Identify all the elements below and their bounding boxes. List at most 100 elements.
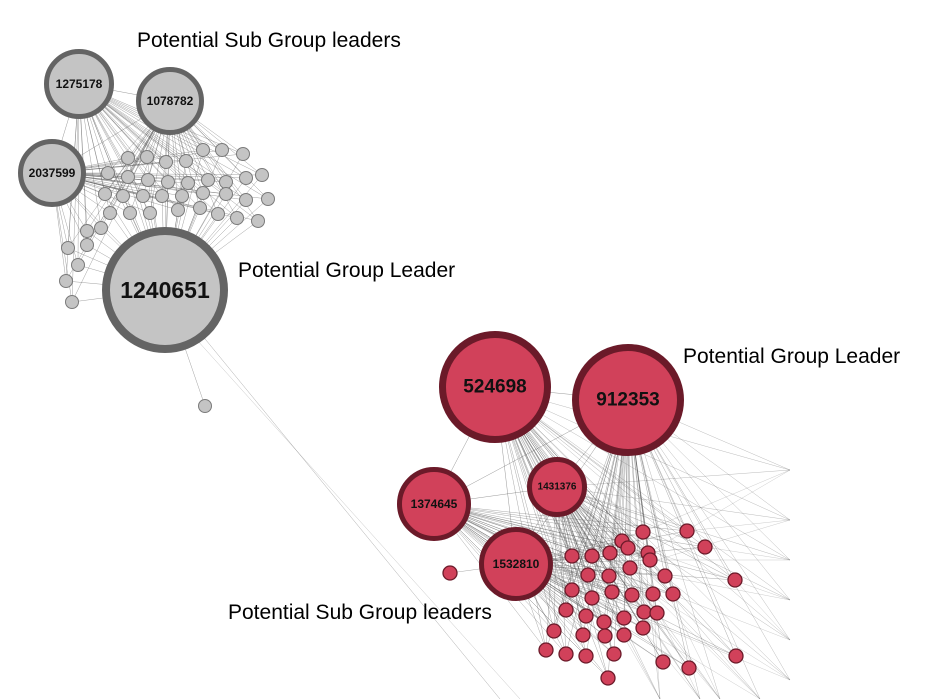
leader-label-524698: 524698 bbox=[463, 377, 526, 398]
annotation-red-sub-group-leaders: Potential Sub Group leaders bbox=[228, 601, 492, 624]
edge-line bbox=[169, 309, 521, 699]
leader-node-1078782 bbox=[136, 67, 204, 135]
edge-line bbox=[556, 486, 791, 601]
leader-label-912353: 912353 bbox=[596, 390, 659, 411]
follower-node bbox=[94, 221, 108, 235]
follower-node bbox=[642, 552, 658, 568]
edge-line bbox=[571, 589, 791, 681]
follower-node bbox=[645, 586, 661, 602]
follower-node bbox=[679, 523, 695, 539]
follower-node bbox=[442, 565, 458, 581]
follower-node bbox=[261, 192, 275, 206]
follower-node bbox=[175, 189, 189, 203]
follower-node bbox=[606, 646, 622, 662]
follower-node bbox=[578, 608, 594, 624]
edge-line bbox=[556, 469, 791, 488]
follower-node bbox=[635, 524, 651, 540]
follower-node bbox=[181, 176, 195, 190]
leader-node-1374645 bbox=[397, 467, 471, 541]
follower-node bbox=[179, 154, 193, 168]
follower-node bbox=[80, 238, 94, 252]
follower-node bbox=[558, 646, 574, 662]
edge-line bbox=[78, 83, 269, 200]
edge-line bbox=[591, 555, 791, 681]
edge-line bbox=[642, 469, 791, 533]
follower-node bbox=[59, 274, 73, 288]
follower-node bbox=[728, 648, 744, 664]
edge-line bbox=[164, 289, 501, 699]
follower-node bbox=[558, 602, 574, 618]
edge-line bbox=[494, 386, 661, 699]
follower-node bbox=[159, 155, 173, 169]
leader-label-1275178: 1275178 bbox=[56, 77, 103, 91]
follower-node bbox=[103, 206, 117, 220]
follower-node bbox=[230, 211, 244, 225]
follower-node bbox=[681, 660, 697, 676]
follower-node bbox=[196, 143, 210, 157]
follower-node bbox=[620, 540, 636, 556]
follower-node bbox=[198, 399, 212, 413]
follower-node bbox=[604, 584, 620, 600]
follower-node bbox=[65, 295, 79, 309]
follower-node bbox=[575, 627, 591, 643]
follower-node bbox=[239, 193, 253, 207]
follower-node bbox=[636, 604, 652, 620]
follower-node bbox=[665, 586, 681, 602]
follower-node bbox=[196, 186, 210, 200]
leader-label-1078782: 1078782 bbox=[147, 94, 194, 108]
follower-node bbox=[624, 587, 640, 603]
leader-label-1240651: 1240651 bbox=[120, 277, 210, 303]
follower-node bbox=[564, 548, 580, 564]
follower-node bbox=[80, 224, 94, 238]
edge-line bbox=[494, 386, 791, 601]
edge-line bbox=[494, 386, 690, 669]
edge-line bbox=[556, 486, 737, 657]
follower-node bbox=[578, 648, 594, 664]
leader-node-2037599 bbox=[18, 139, 86, 207]
follower-node bbox=[121, 170, 135, 184]
edge-line bbox=[556, 486, 609, 679]
edge-line bbox=[556, 486, 690, 669]
follower-node bbox=[239, 171, 253, 185]
edge-line bbox=[611, 591, 701, 699]
edge-line bbox=[494, 386, 721, 699]
edge-line bbox=[734, 579, 791, 641]
follower-node bbox=[600, 670, 616, 686]
follower-node bbox=[101, 166, 115, 180]
follower-node bbox=[143, 206, 157, 220]
follower-node bbox=[584, 590, 600, 606]
edge-line bbox=[433, 503, 674, 595]
follower-node bbox=[255, 168, 269, 182]
edge-line bbox=[664, 575, 791, 601]
follower-node bbox=[601, 568, 617, 584]
follower-node bbox=[649, 605, 665, 621]
follower-node bbox=[538, 642, 554, 658]
follower-node bbox=[657, 568, 673, 584]
leader-label-1431376: 1431376 bbox=[538, 482, 577, 493]
follower-node bbox=[564, 582, 580, 598]
edge-line bbox=[556, 486, 791, 521]
annotation-gray-group-leader: Potential Group Leader bbox=[238, 259, 456, 282]
follower-node bbox=[61, 241, 75, 255]
edge-line bbox=[608, 469, 791, 577]
follower-node bbox=[121, 151, 135, 165]
follower-node bbox=[98, 187, 112, 201]
edge-line bbox=[556, 486, 791, 681]
annotation-gray-sub-group-leaders: Potential Sub Group leaders bbox=[137, 29, 401, 52]
follower-node bbox=[236, 147, 250, 161]
edge-line bbox=[515, 563, 737, 657]
leader-label-2037599: 2037599 bbox=[29, 166, 76, 180]
follower-node bbox=[116, 189, 130, 203]
leader-node-1240651 bbox=[102, 227, 228, 353]
follower-node bbox=[136, 189, 150, 203]
follower-node bbox=[602, 545, 618, 561]
follower-node bbox=[697, 539, 713, 555]
leader-node-1275178 bbox=[44, 49, 114, 119]
follower-node bbox=[219, 187, 233, 201]
follower-node bbox=[616, 627, 632, 643]
follower-node bbox=[580, 567, 596, 583]
follower-node bbox=[584, 548, 600, 564]
follower-node bbox=[727, 572, 743, 588]
edge-line bbox=[494, 386, 701, 699]
